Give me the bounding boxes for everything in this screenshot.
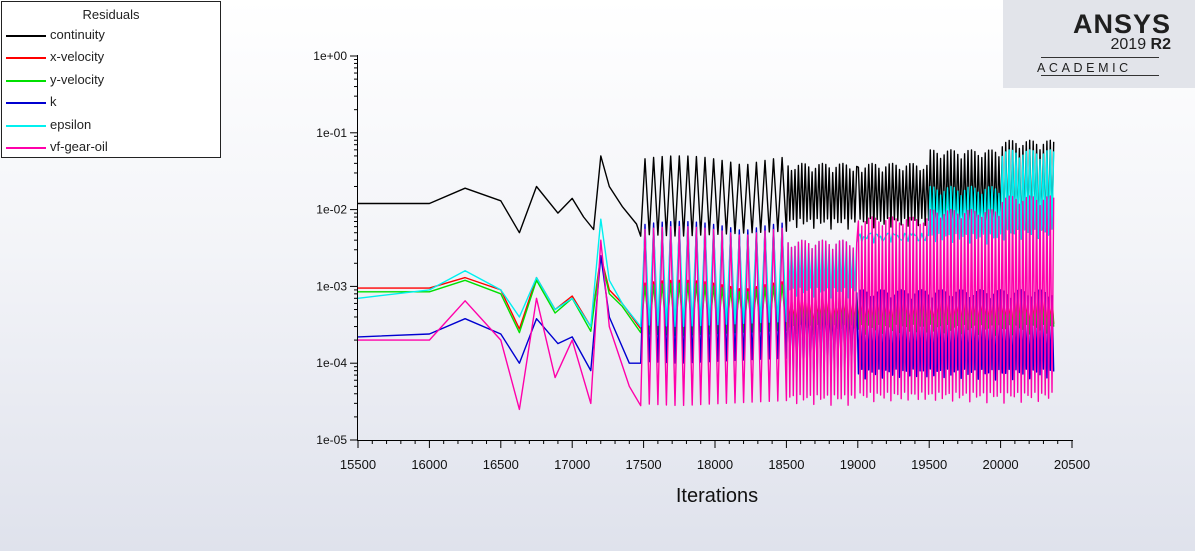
legend-swatch bbox=[6, 146, 46, 149]
legend-item-k: k bbox=[2, 92, 220, 114]
y-tick-label: 1e-03 bbox=[316, 279, 347, 293]
y-tick-label: 1e-04 bbox=[316, 356, 347, 370]
series-layer bbox=[357, 139, 1055, 411]
series-line-continuity bbox=[358, 139, 1055, 241]
legend-label: y-velocity bbox=[50, 71, 105, 87]
legend-swatch bbox=[6, 35, 46, 37]
y-ticks: 1e+00 1e-01 1e-02 1e-03 1e-04 1e-05 bbox=[313, 49, 357, 447]
x-tick-label: 19000 bbox=[840, 457, 876, 472]
ansys-logo: ANSYS 2019 R2 ACADEMIC bbox=[1003, 0, 1195, 88]
logo-tier: ACADEMIC bbox=[1037, 61, 1132, 75]
legend-title: Residuals bbox=[82, 7, 140, 22]
x-tick-label: 18000 bbox=[697, 457, 733, 472]
legend-swatch bbox=[6, 124, 46, 127]
y-tick-label: 1e-01 bbox=[316, 126, 347, 140]
x-axis-label: Iterations bbox=[676, 485, 758, 507]
legend-swatch bbox=[6, 102, 46, 105]
logo-version: 2019 R2 bbox=[1003, 36, 1172, 54]
legend-label: continuity bbox=[50, 27, 105, 42]
x-tick-label: 20000 bbox=[983, 457, 1019, 472]
y-tick-label: 1e-02 bbox=[316, 203, 347, 217]
legend-label: epsilon bbox=[50, 116, 92, 132]
y-tick-label: 1e-05 bbox=[316, 433, 347, 447]
legend-item-x-velocity: x-velocity bbox=[2, 47, 220, 69]
series-line-vf-gear-oil bbox=[358, 195, 1055, 411]
legend-item-vf-gear-oil: vf-gear-oil bbox=[2, 137, 220, 159]
logo-version-year: 2019 bbox=[1110, 36, 1147, 53]
legend-item-y-velocity: y-velocity bbox=[2, 70, 220, 92]
x-tick-label: 18500 bbox=[768, 457, 804, 472]
x-ticks: 15500 16000 16500 17000 17500 18000 18500 19000… bbox=[340, 441, 1090, 472]
logo-brand: ANSYS bbox=[1072, 9, 1171, 39]
x-tick-label: 15500 bbox=[340, 457, 376, 472]
legend-label: vf-gear-oil bbox=[50, 138, 108, 154]
x-tick-label: 16500 bbox=[483, 457, 519, 472]
x-tick-label: 17000 bbox=[554, 457, 590, 472]
legend-label: k bbox=[50, 94, 57, 110]
legend: Residuals continuity x-velocity y-veloci… bbox=[1, 1, 221, 158]
legend-swatch bbox=[6, 79, 46, 82]
x-tick-label: 19500 bbox=[911, 457, 947, 472]
logo-rule-bottom bbox=[1041, 75, 1159, 76]
y-tick-label: 1e+00 bbox=[313, 49, 347, 63]
x-tick-label: 17500 bbox=[626, 457, 662, 472]
series-line-epsilon bbox=[357, 149, 1055, 328]
logo-rule-top bbox=[1041, 57, 1159, 58]
logo-release: R2 bbox=[1150, 36, 1171, 53]
legend-item-epsilon: epsilon bbox=[2, 115, 220, 137]
legend-item-continuity: continuity bbox=[2, 25, 220, 47]
x-tick-label: 20500 bbox=[1054, 457, 1090, 472]
x-tick-label: 16000 bbox=[411, 457, 447, 472]
series-line-k bbox=[357, 220, 1055, 381]
legend-label: x-velocity bbox=[50, 49, 105, 65]
legend-swatch bbox=[6, 57, 46, 60]
